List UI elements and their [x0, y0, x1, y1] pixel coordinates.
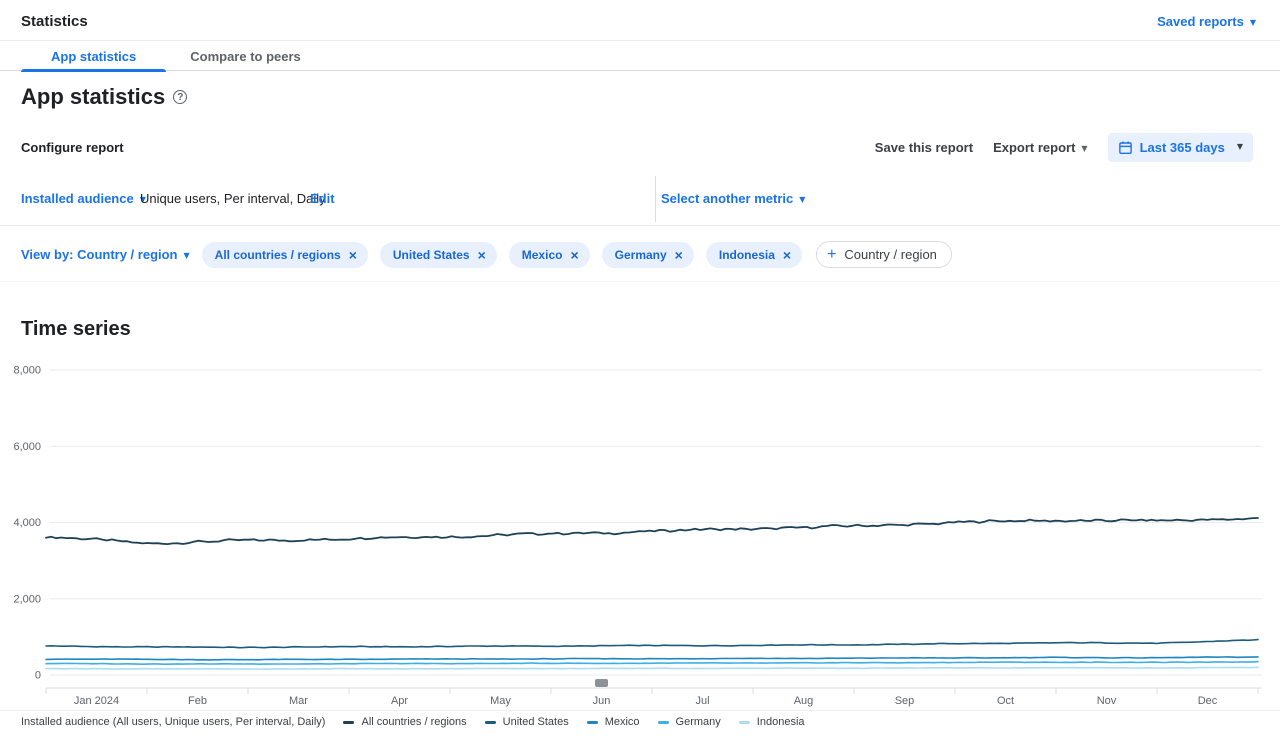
close-icon[interactable]: × — [782, 246, 792, 263]
chip-label: Indonesia — [718, 247, 775, 262]
svg-text:Jul: Jul — [695, 695, 709, 707]
svg-text:May: May — [490, 695, 511, 707]
legend-item-indonesia[interactable]: Indonesia — [738, 716, 805, 728]
divider — [0, 710, 1280, 711]
legend-item-all-countries-regions[interactable]: All countries / regions — [343, 716, 467, 728]
tab-app-statistics[interactable]: App statistics — [21, 41, 167, 72]
chip-label: United States — [392, 247, 470, 262]
export-report-dropdown[interactable]: Export report ▼ — [993, 140, 1088, 155]
plus-icon: + — [827, 245, 837, 263]
svg-text:Dec: Dec — [1198, 695, 1218, 707]
calendar-icon — [1118, 140, 1133, 155]
metric-dropdown[interactable]: Installed audience ▼ — [21, 191, 146, 206]
chevron-down-icon: ▼ — [1249, 18, 1256, 27]
chart-drag-handle[interactable] — [595, 679, 608, 687]
chip-all-countries-regions[interactable]: All countries / regions × — [201, 241, 368, 268]
legend-swatch — [738, 720, 750, 724]
view-by-label: View by: Country / region — [21, 247, 178, 262]
metric-dropdown-label: Installed audience — [21, 191, 134, 206]
view-by-dropdown[interactable]: View by: Country / region ▼ — [21, 247, 190, 262]
svg-text:0: 0 — [35, 670, 41, 682]
svg-text:Jun: Jun — [593, 695, 611, 707]
configure-actions: Save this report Export report ▼ Last 365… — [875, 133, 1253, 162]
close-icon[interactable]: × — [348, 246, 357, 263]
legend-items: All countries / regions United States Mexi… — [343, 716, 805, 728]
metric-config-row: Installed audience ▼ Unique users, Per in… — [0, 176, 1280, 222]
export-report-label: Export report — [993, 140, 1076, 155]
saved-reports-dropdown[interactable]: Saved reports ▼ — [1157, 14, 1256, 29]
chevron-down-icon: ▼ — [1236, 142, 1243, 151]
svg-text:Jan 2024: Jan 2024 — [74, 695, 119, 707]
close-icon[interactable]: × — [570, 246, 579, 263]
help-icon[interactable]: ? — [173, 90, 188, 104]
chip-label: Mexico — [521, 247, 563, 262]
svg-text:6,000: 6,000 — [13, 441, 41, 453]
time-series-chart[interactable]: 0 2,000 4,000 6,000 8,000 Jan 2024 Feb Mar Apr Ma… — [0, 358, 1280, 710]
select-another-metric-dropdown[interactable]: Select another metric ▼ — [661, 191, 805, 206]
vertical-divider — [655, 176, 656, 222]
view-by-row: View by: Country / region ▼ All countries… — [21, 241, 952, 268]
time-series-heading: Time series — [21, 318, 131, 340]
chevron-down-icon: ▼ — [799, 195, 806, 204]
legend-swatch — [586, 720, 598, 724]
legend-swatch — [657, 720, 669, 724]
svg-text:Feb: Feb — [188, 695, 207, 707]
legend-label: All countries / regions — [361, 716, 467, 728]
tab-label: Compare to peers — [190, 48, 301, 64]
page-title-row: App statistics ? — [21, 84, 188, 110]
save-this-report-button[interactable]: Save this report — [874, 140, 974, 155]
chart-legend: Installed audience (All users, Unique us… — [21, 716, 805, 728]
legend-item-germany[interactable]: Germany — [657, 716, 721, 728]
legend-label: Germany — [675, 716, 721, 728]
metric-detail-text: Unique users, Per interval, Daily — [140, 191, 326, 206]
close-icon[interactable]: × — [477, 246, 486, 263]
chevron-down-icon: ▼ — [139, 195, 146, 204]
svg-text:2,000: 2,000 — [13, 593, 41, 605]
date-range-button[interactable]: Last 365 days ▼ — [1107, 133, 1253, 162]
configure-report-label: Configure report — [21, 140, 124, 155]
legend-label: United States — [502, 716, 569, 728]
divider — [0, 225, 1280, 226]
select-another-metric-label: Select another metric — [661, 191, 794, 206]
svg-text:Sep: Sep — [895, 695, 915, 707]
saved-reports-label: Saved reports — [1157, 14, 1244, 29]
tab-compare-to-peers[interactable]: Compare to peers — [166, 41, 325, 71]
chip-germany[interactable]: Germany × — [601, 241, 694, 268]
svg-text:8,000: 8,000 — [13, 365, 41, 377]
legend-swatch — [343, 720, 355, 724]
legend-label: Mexico — [604, 716, 640, 728]
legend-prefix: Installed audience (All users, Unique us… — [21, 716, 326, 728]
tab-label: App statistics — [51, 48, 137, 64]
chip-united-states[interactable]: United States × — [379, 241, 497, 268]
chip-indonesia[interactable]: Indonesia × — [705, 241, 803, 268]
svg-text:Mar: Mar — [289, 695, 308, 707]
tab-bar: App statistics Compare to peers — [0, 41, 1280, 72]
add-country-region-label: Country / region — [844, 247, 937, 262]
edit-metric-button[interactable]: Edit — [310, 191, 335, 206]
time-series-plot[interactable]: 0 2,000 4,000 6,000 8,000 Jan 2024 Feb Mar Apr Ma… — [0, 358, 1280, 710]
chip-label: Germany — [614, 247, 667, 262]
date-range-label: Last 365 days — [1139, 140, 1225, 155]
close-icon[interactable]: × — [674, 246, 683, 263]
svg-text:Nov: Nov — [1097, 695, 1117, 707]
add-country-region-button[interactable]: + Country / region — [816, 241, 952, 268]
svg-text:4,000: 4,000 — [13, 517, 41, 529]
divider — [0, 281, 1280, 282]
chip-mexico[interactable]: Mexico × — [508, 241, 590, 268]
svg-text:Apr: Apr — [391, 695, 408, 707]
page-header: Statistics Saved reports ▼ — [0, 0, 1280, 41]
page-title: App statistics — [21, 84, 166, 109]
chip-label: All countries / regions — [214, 247, 341, 262]
page-header-title: Statistics — [21, 13, 88, 30]
legend-item-mexico[interactable]: Mexico — [586, 716, 640, 728]
legend-swatch — [484, 720, 496, 724]
chevron-down-icon: ▼ — [183, 251, 190, 260]
svg-text:Aug: Aug — [794, 695, 814, 707]
svg-text:Oct: Oct — [997, 695, 1014, 707]
legend-item-united-states[interactable]: United States — [484, 716, 569, 728]
chevron-down-icon: ▼ — [1081, 144, 1088, 153]
legend-label: Indonesia — [756, 716, 805, 728]
filter-chips: All countries / regions × United States × Me… — [201, 241, 803, 268]
